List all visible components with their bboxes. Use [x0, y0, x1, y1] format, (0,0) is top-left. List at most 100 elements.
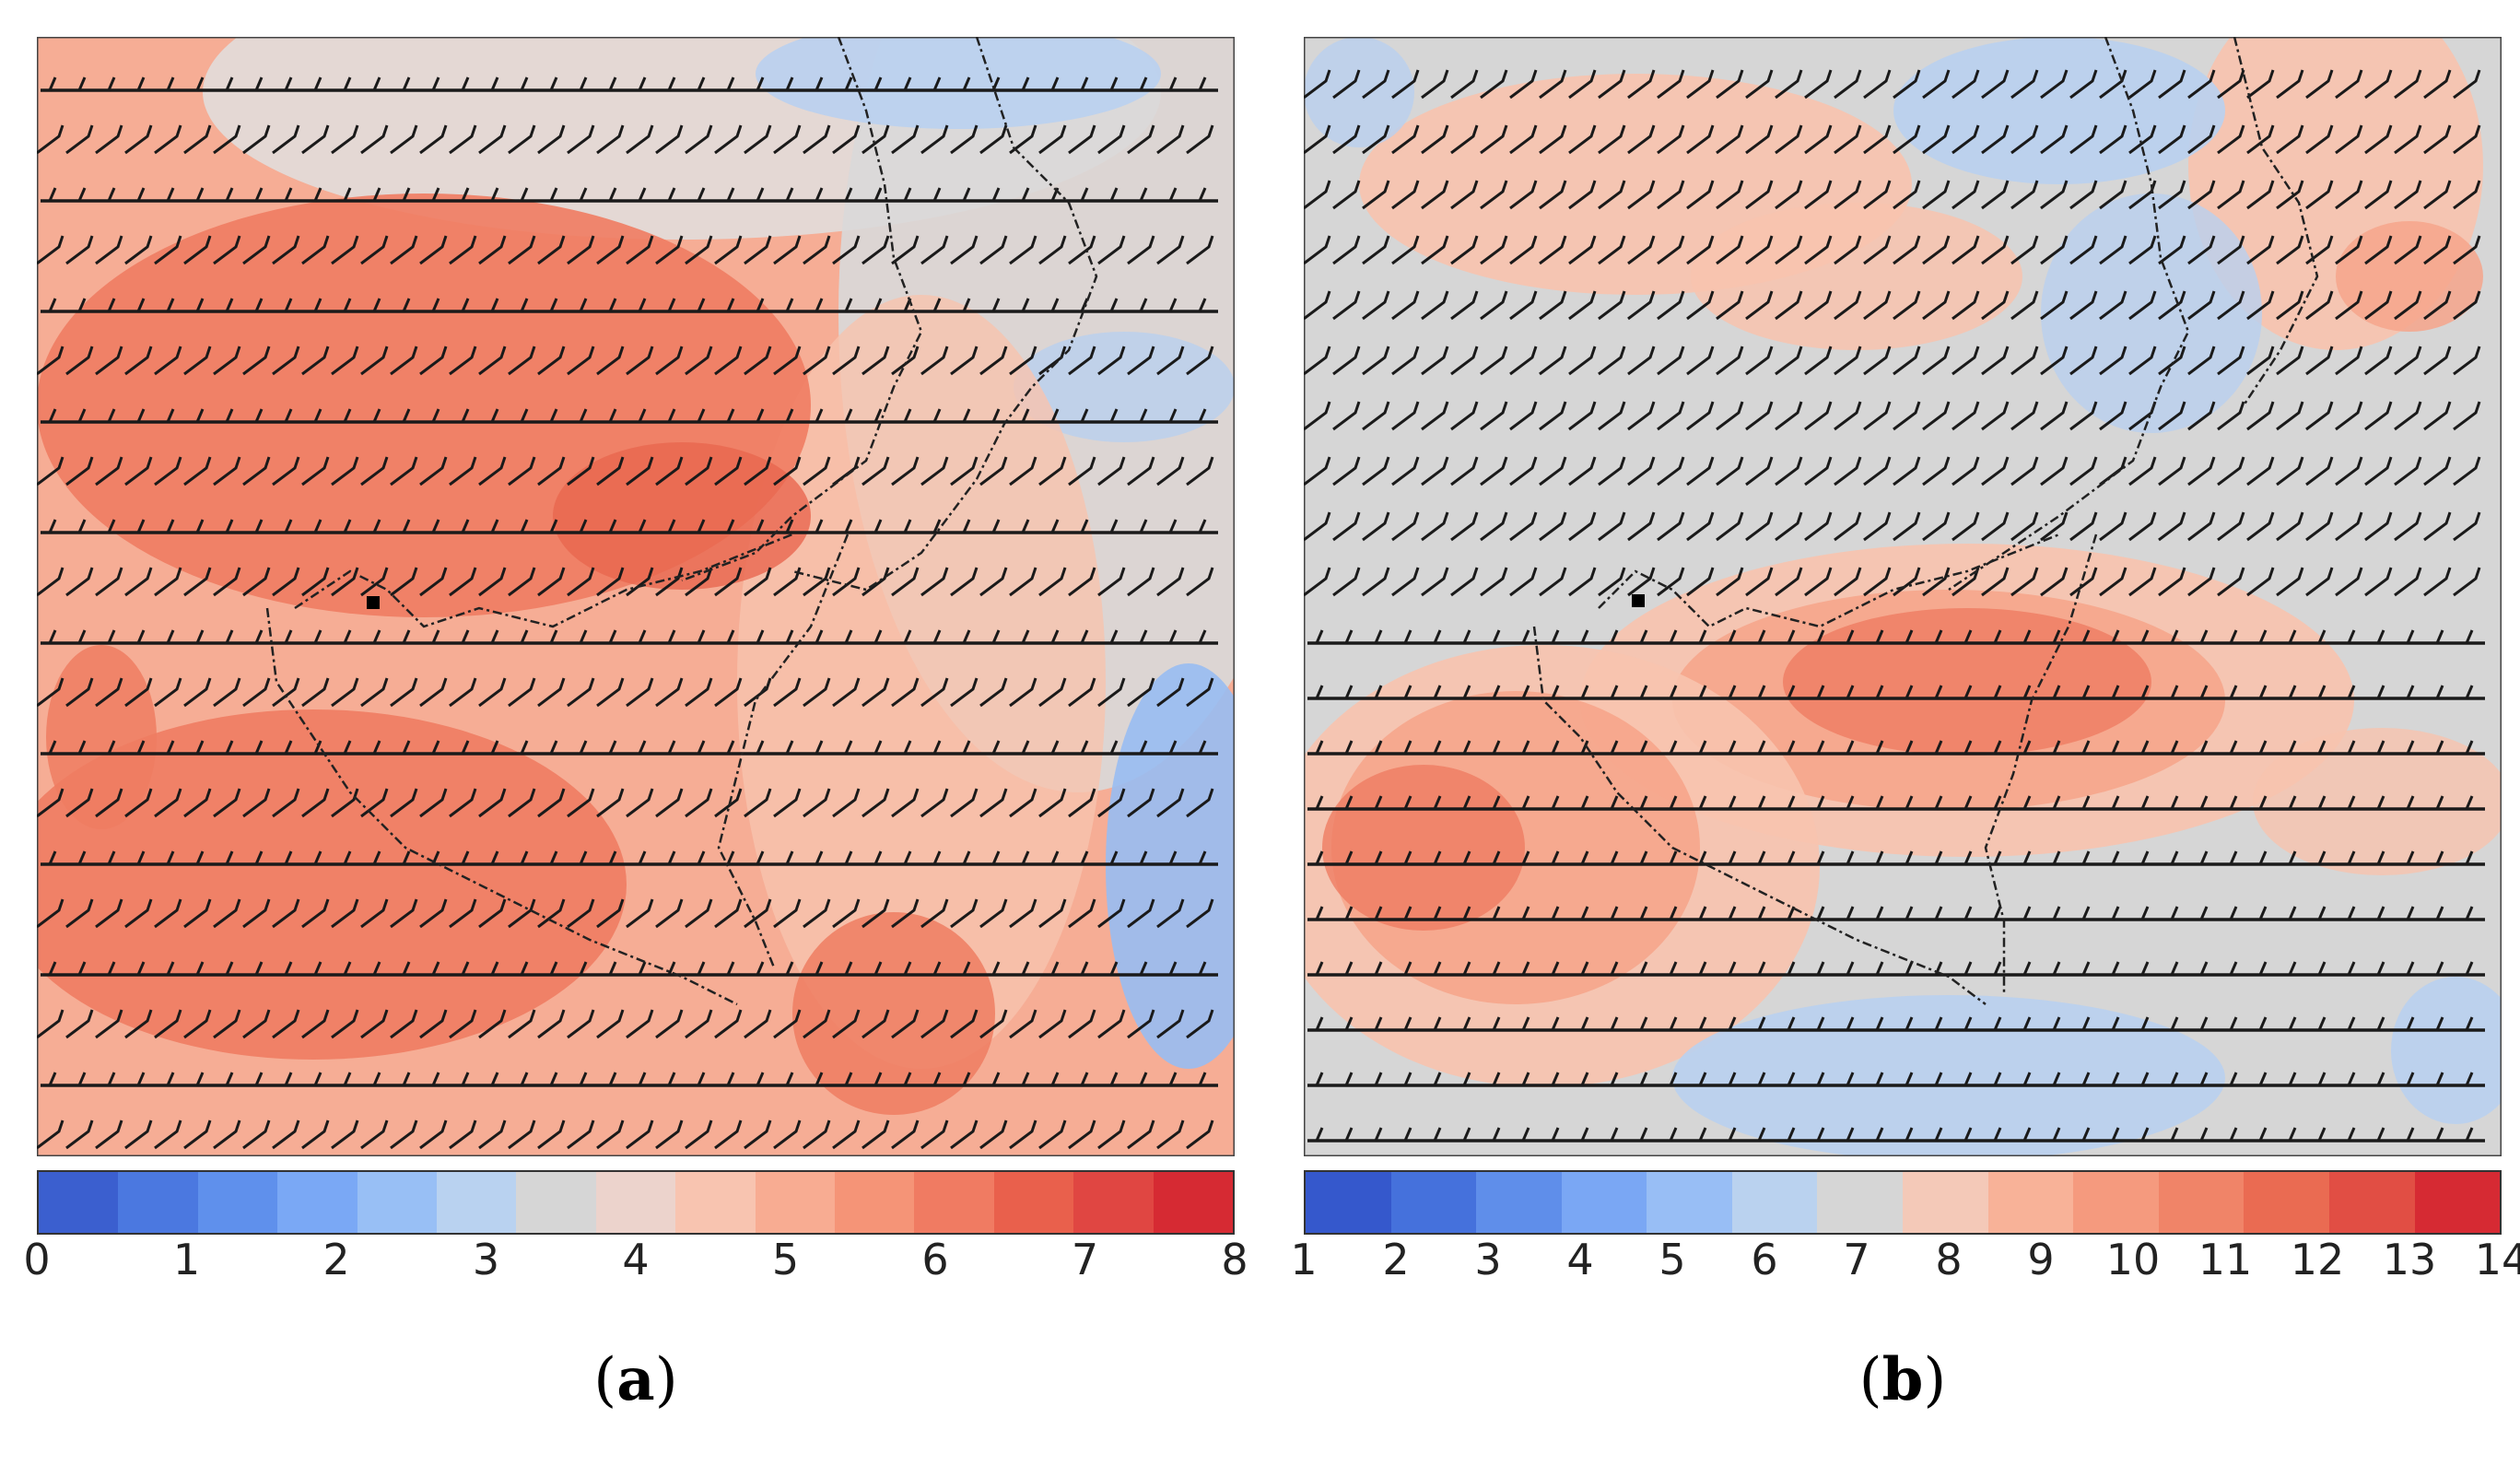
wind-barb	[1922, 180, 1951, 210]
wind-barb	[1657, 290, 1685, 321]
wind-barb-tick	[2258, 961, 2268, 976]
wind-barb-tick	[844, 740, 853, 755]
wind-barb	[1775, 124, 1803, 155]
wind-barb	[1480, 124, 1508, 155]
wind-barb	[1981, 124, 2010, 155]
wind-barb	[1568, 235, 1597, 265]
wind-barb	[1509, 69, 1538, 100]
wind-barb	[508, 346, 536, 376]
wind-barb-tick	[1551, 1016, 1560, 1031]
wind-barb-tick	[1846, 850, 1855, 865]
wind-barb-tick	[1198, 519, 1207, 533]
wind-barb-tick	[2170, 1016, 2179, 1031]
wind-barb	[2453, 124, 2481, 155]
wind-barb	[1922, 235, 1951, 265]
wind-barb	[2246, 69, 2275, 100]
wind-barb	[1686, 567, 1715, 597]
wind-barb-tick	[77, 961, 87, 976]
wind-barb	[390, 567, 418, 597]
colorbar-segment	[2328, 1172, 2415, 1233]
wind-barb	[1716, 180, 1744, 210]
wind-barb-tick	[2406, 850, 2415, 865]
wind-barb-tick	[1198, 961, 1207, 976]
wind-barb	[1009, 1009, 1037, 1039]
wind-barb	[920, 346, 949, 376]
wind-barb	[1068, 124, 1096, 155]
wind-barb	[272, 235, 300, 265]
wind-barb	[1598, 124, 1626, 155]
wind-barb	[626, 235, 654, 265]
wind-barb-tick	[785, 408, 794, 423]
colorbar-tick-label: 2	[322, 1235, 350, 1284]
wind-barb-tick	[2052, 906, 2061, 920]
wind-barb	[744, 1009, 772, 1039]
wind-barb-tick	[1492, 906, 1501, 920]
wind-barb-tick	[343, 850, 352, 865]
wind-barb	[2246, 180, 2275, 210]
wind-barb	[655, 235, 684, 265]
wind-barb-tick	[520, 298, 529, 312]
wind-barb	[1686, 235, 1715, 265]
wind-barb	[685, 788, 713, 818]
wind-barb-tick	[431, 519, 440, 533]
wind-barbs	[37, 76, 1218, 1150]
wind-barb-tick	[1168, 1072, 1178, 1086]
high-speed-region	[46, 645, 157, 829]
wind-barb	[2335, 511, 2363, 542]
wind-barb	[331, 1009, 359, 1039]
wind-barb	[1981, 511, 2010, 542]
wind-barb	[1922, 401, 1951, 431]
wind-barb-tick	[844, 1072, 853, 1086]
wind-barb	[626, 1119, 654, 1150]
wind-barb-tick	[1374, 629, 1383, 644]
wind-barb-tick	[1374, 961, 1383, 976]
wind-barb	[2128, 124, 2157, 155]
wind-barb-tick	[2258, 740, 2268, 755]
wind-barb-tick	[1521, 1072, 1530, 1086]
wind-barb	[1450, 124, 1479, 155]
wind-barb	[803, 1009, 831, 1039]
wind-barb-tick	[1168, 740, 1178, 755]
wind-barb-tick	[1462, 629, 1471, 644]
wind-barb	[2364, 180, 2393, 210]
wind-barb-tick	[2376, 906, 2385, 920]
wind-barb	[1332, 346, 1361, 376]
border-line	[1948, 37, 2190, 592]
wind-barb-tick	[1963, 740, 1973, 755]
wind-barb-tick	[136, 1072, 146, 1086]
wind-barb-tick	[1492, 1127, 1501, 1142]
wind-barb-tick	[1816, 629, 1825, 644]
wind-barb-tick	[932, 519, 942, 533]
wind-barb-tick	[2376, 850, 2385, 865]
wind-barb-tick	[2465, 685, 2474, 699]
wind-barb	[301, 1009, 330, 1039]
wind-barb-tick	[1905, 795, 1914, 810]
wind-barb-tick	[1905, 1016, 1914, 1031]
wind-barb	[567, 235, 595, 265]
wind-barb-tick	[1374, 906, 1383, 920]
wind-barb	[832, 1009, 861, 1039]
wind-barb-tick	[431, 1072, 440, 1086]
wind-barb-tick	[1139, 1072, 1148, 1086]
wind-barb	[183, 235, 212, 265]
wind-barb	[124, 456, 153, 486]
wind-barb	[213, 1119, 241, 1150]
wind-barb-tick	[1492, 1016, 1501, 1031]
wind-barb	[1332, 124, 1361, 155]
wind-barb-tick	[1080, 408, 1089, 423]
wind-barb	[1068, 235, 1096, 265]
wind-barb-tick	[962, 519, 971, 533]
wind-barb	[95, 788, 123, 818]
wind-barb-tick	[284, 1072, 293, 1086]
colorbar-tick-label: 11	[2198, 1235, 2253, 1284]
wind-barb-tick	[1787, 685, 1796, 699]
wind-barb	[891, 1119, 920, 1150]
wind-barb	[2040, 346, 2069, 376]
wind-barb	[1657, 180, 1685, 210]
wind-barb-tick	[815, 519, 824, 533]
wind-barb-tick	[2376, 1127, 2385, 1142]
wind-barb-tick	[254, 740, 264, 755]
wind-barb	[2217, 346, 2245, 376]
wind-barb-tick	[1139, 519, 1148, 533]
wind-barb-tick	[991, 850, 1001, 865]
